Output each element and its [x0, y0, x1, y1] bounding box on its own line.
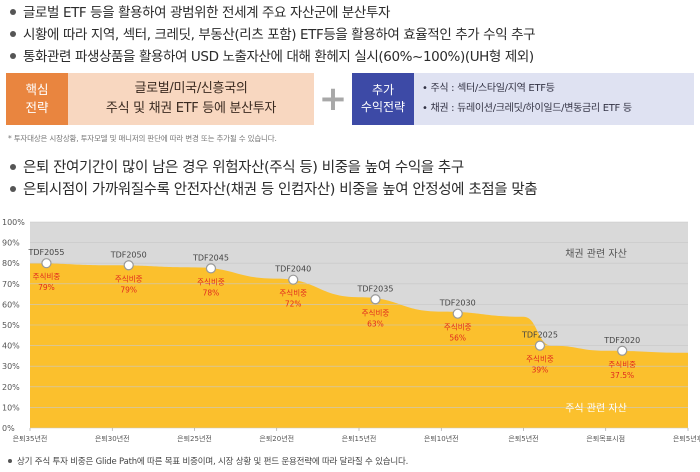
- x-tick-label: 은퇴20년전: [259, 434, 294, 443]
- glide-path-chart: 0% 10% 20% 30% 40% 50% 60% 70% 80% 90% 100% 은퇴35년전 은…: [2, 218, 700, 443]
- equity-weight-value: 37.5%: [610, 371, 634, 380]
- bullet-dot-icon: [8, 458, 12, 463]
- tdf-name-label: TDF2030: [439, 299, 476, 308]
- tdf-name-label: TDF2055: [27, 248, 64, 257]
- strategy-banner: 핵심 전략 글로벌/미국/신흥국의 주식 및 채권 ETF 등에 분산투자 + …: [6, 73, 694, 125]
- mid-bullet: 은퇴시점이 가까워질수록 안전자산(채권 등 인컴자산) 비중을 높여 안정성에…: [6, 179, 696, 201]
- tdf-marker: TDF2040 주식비중 72%: [274, 265, 311, 309]
- x-tick-label: 은퇴25년전: [177, 434, 212, 443]
- top-bullet: 글로벌 ETF 등을 활용하여 광범위한 전세계 주요 자산군에 분산투자: [6, 2, 696, 24]
- bond-area-label: 채권 관련 자산: [565, 248, 627, 260]
- y-tick-label: 50%: [2, 321, 20, 330]
- tdf-name-label: TDF2050: [110, 250, 147, 259]
- y-tick-label: 20%: [2, 383, 20, 392]
- equity-weight-label: 주식비중: [608, 360, 636, 369]
- tdf-marker-point: [452, 308, 463, 319]
- y-tick-label: 10%: [2, 403, 20, 412]
- bullet-dot-icon: [10, 31, 16, 37]
- tdf-marker: TDF2045 주식비중 78%: [192, 253, 229, 297]
- bullet-dot-icon: [10, 9, 16, 15]
- top-bullet-list: 글로벌 ETF 등을 활용하여 광범위한 전세계 주요 자산군에 분산투자 시황…: [6, 2, 696, 68]
- y-tick-label: 100%: [2, 218, 25, 227]
- top-bullet-text: 시황에 따라 지역, 섹터, 크레딧, 부동산(리츠 포함) ETF등을 활용하…: [23, 27, 536, 43]
- equity-weight-label: 주식비중: [197, 277, 225, 286]
- y-tick-label: 90%: [2, 239, 20, 248]
- investment-note: * 투자대상은 시장상황, 투자모델 및 매니저의 판단에 따라 변경 또는 추…: [8, 134, 277, 143]
- tdf-marker: TDF2050 주식비중 79%: [110, 250, 147, 294]
- x-tick-label: 은퇴35년전: [13, 434, 48, 443]
- y-tick-label: 0%: [2, 424, 15, 433]
- chart-footnote: 상기 주식 투자 비중은 Glide Path에 따른 목표 비중이며, 시장 …: [6, 455, 408, 467]
- equity-weight-value: 56%: [449, 334, 466, 343]
- bullet-dot-icon: [10, 186, 16, 192]
- tdf-marker-point: [205, 263, 217, 274]
- y-tick-label: 60%: [2, 300, 20, 309]
- mid-bullet: 은퇴 잔여기간이 많이 남은 경우 위험자산(주식 등) 비중을 높여 수익을 …: [6, 157, 696, 179]
- equity-weight-value: 78%: [203, 288, 220, 297]
- top-bullet: 시황에 따라 지역, 섹터, 크레딧, 부동산(리츠 포함) ETF등을 활용하…: [6, 24, 696, 46]
- equity-weight-label: 주식비중: [33, 272, 61, 281]
- y-tick-label: 40%: [2, 342, 20, 351]
- tdf-marker: TDF2020 주식비중 37.5%: [603, 336, 640, 380]
- tdf-marker: TDF2030 주식비중 56%: [439, 299, 476, 343]
- tdf-marker-point: [123, 260, 134, 271]
- x-tick-label: 은퇴5년전: [508, 434, 538, 443]
- extra-strategy-item: • 채권 : 듀레이션/크레딧/하이일드/변동금리 ETF 등: [422, 103, 632, 114]
- tdf-marker-point: [534, 340, 546, 351]
- mid-bullet-text: 은퇴시점이 가까워질수록 안전자산(채권 등 인컴자산) 비중을 높여 안정성에…: [23, 182, 538, 198]
- tdf-marker-point: [617, 345, 628, 356]
- extra-strategy-label: 추가 수익전략: [352, 73, 414, 125]
- bullet-dot-icon: [10, 164, 16, 170]
- tdf-marker: TDF2035 주식비중 63%: [356, 284, 393, 328]
- equity-weight-value: 39%: [532, 366, 549, 375]
- extra-strategy-box: • 주식 : 섹터/스타일/지역 ETF등 • 채권 : 듀레이션/크레딧/하이…: [414, 73, 694, 125]
- tdf-name-label: TDF2040: [274, 265, 311, 274]
- equity-weight-label: 주식비중: [526, 355, 554, 364]
- tdf-name-label: TDF2020: [603, 336, 640, 345]
- tdf-marker-point: [41, 258, 52, 269]
- equity-weight-value: 79%: [38, 283, 55, 292]
- x-tick-label: 은퇴목표시점: [586, 434, 625, 443]
- x-tick-label: 은퇴5년후: [673, 434, 700, 443]
- equity-weight-label: 주식비중: [362, 308, 390, 317]
- tdf-marker-point: [370, 294, 381, 305]
- y-tick-label: 80%: [2, 259, 20, 268]
- y-tick-label: 30%: [2, 362, 20, 371]
- mid-bullet-text: 은퇴 잔여기간이 많이 남은 경우 위험자산(주식 등) 비중을 높여 수익을 …: [23, 160, 464, 176]
- tdf-marker-point: [288, 274, 299, 285]
- core-strategy-box: 글로벌/미국/신흥국의 주식 및 채권 ETF 등에 분산투자: [68, 73, 314, 125]
- equity-weight-label: 주식비중: [115, 274, 143, 283]
- extra-strategy-item: • 주식 : 섹터/스타일/지역 ETF등: [422, 83, 555, 94]
- top-bullet-text: 통화관련 파생상품을 활용하여 USD 노출자산에 대해 환헤지 실시(60%~…: [23, 49, 534, 65]
- equity-weight-label: 주식비중: [444, 323, 472, 332]
- equity-area-label: 주식 관련 자산: [565, 403, 627, 415]
- equity-weight-value: 79%: [120, 285, 137, 294]
- equity-weight-label: 주식비중: [279, 289, 307, 298]
- mid-bullet-list: 은퇴 잔여기간이 많이 남은 경우 위험자산(주식 등) 비중을 높여 수익을 …: [6, 157, 696, 201]
- top-bullet-text: 글로벌 ETF 등을 활용하여 광범위한 전세계 주요 자산군에 분산투자: [23, 5, 390, 21]
- x-tick-label: 은퇴30년전: [95, 434, 130, 443]
- top-bullet: 통화관련 파생상품을 활용하여 USD 노출자산에 대해 환헤지 실시(60%~…: [6, 46, 696, 68]
- equity-weight-value: 72%: [285, 300, 302, 309]
- core-strategy-label: 핵심 전략: [6, 73, 68, 125]
- tdf-name-label: TDF2025: [521, 331, 558, 340]
- tdf-marker: TDF2055 주식비중 79%: [27, 248, 64, 292]
- bullet-dot-icon: [10, 53, 16, 59]
- tdf-name-label: TDF2035: [356, 284, 393, 293]
- tdf-name-label: TDF2045: [192, 253, 229, 262]
- y-tick-label: 70%: [2, 280, 20, 289]
- equity-weight-value: 63%: [367, 319, 384, 328]
- x-tick-label: 은퇴10년전: [424, 434, 459, 443]
- tdf-marker: TDF2025 주식비중 39%: [521, 331, 558, 375]
- plus-icon: +: [318, 79, 348, 119]
- x-tick-label: 은퇴15년전: [342, 434, 377, 443]
